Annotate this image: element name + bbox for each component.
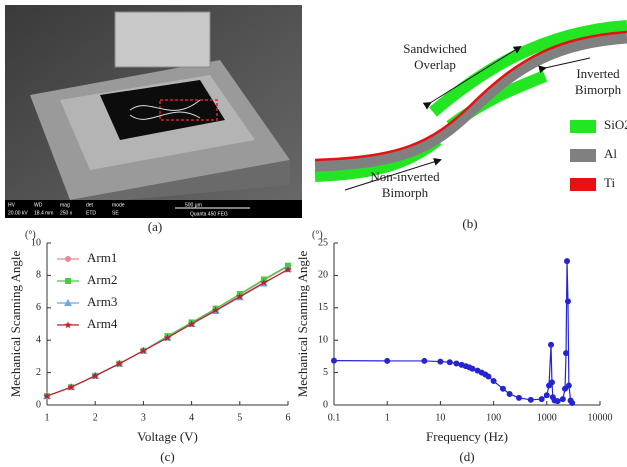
x-tick-label: 0.1 [328,412,341,423]
x-tick-label: 1 [385,412,390,423]
data-point [485,373,491,379]
data-point [548,342,554,348]
data-point [384,358,390,364]
series-line [47,270,288,396]
legend-swatch [570,178,596,191]
data-point [453,361,459,367]
y-tick-label: 5 [323,367,328,378]
y-tick-label: 15 [318,302,328,313]
y-tick-label: 4 [36,334,41,345]
y-tick-label: 10 [318,334,328,345]
sem-info-name: HV [8,202,16,208]
legend-label: Ti [604,175,615,190]
panel-label: (a) [148,219,162,234]
data-point [569,400,575,406]
sem-info-value: 20.00 kV [8,210,28,216]
x-axis-label: Frequency (Hz) [426,429,508,444]
data-point [563,350,569,356]
legend-label: Arm2 [87,272,117,287]
legend-marker [65,278,71,284]
legend-label: SiO2 [604,117,627,132]
data-point [528,397,534,403]
x-tick-label: 5 [237,412,242,423]
data-point [507,391,513,397]
diagram-legend: SiO2 Al Ti [570,117,627,191]
y-axis-unit: (°) [312,229,323,240]
legend-swatch [570,120,596,133]
legend-swatch [570,149,596,162]
data-point [549,379,555,385]
series-line [47,266,288,396]
panel-label: (d) [459,449,474,464]
data-point [447,359,453,365]
x-tick-label: 1 [45,412,50,423]
sem-instrument: Quanta 450 FEG [190,211,228,217]
sem-scale: 500 µm [185,202,202,208]
series-line [334,261,572,403]
y-axis-unit: (°) [25,229,36,240]
y-tick-label: 6 [36,302,41,313]
x-tick-label: 3 [141,412,146,423]
data-point [560,396,566,402]
data-point [421,358,427,364]
y-axis-label: Mechanical Scanning Angle [295,250,310,397]
y-tick-label: 0 [323,399,328,410]
sem-info-value: SE [112,210,119,216]
panel-label: (c) [160,449,174,464]
data-point [539,396,545,402]
sem-info-name: det [86,202,94,208]
y-tick-label: 0 [36,399,41,410]
legend-marker [65,256,71,262]
sem-info-value: ETD [86,210,96,216]
data-point [565,298,571,304]
data-point [469,366,475,372]
data-point [564,258,570,264]
panel-label: (b) [462,216,477,231]
legend-label: Arm3 [87,294,117,309]
x-tick-label: 10000 [588,412,613,423]
sem-image [5,5,302,218]
y-tick-label: 2 [36,367,41,378]
x-tick-label: 10 [435,412,445,423]
legend-label: Arm1 [87,250,117,265]
x-tick-label: 6 [286,412,291,423]
data-point [437,359,443,365]
sem-info-value: 18.4 mm [34,210,53,216]
legend-label: Arm4 [87,316,118,331]
data-point [555,398,561,404]
data-point [500,386,506,392]
series-line [47,266,288,396]
x-tick-label: 4 [189,412,194,423]
legend-marker [64,321,72,328]
data-point [516,395,522,401]
legend-label: Al [604,146,617,161]
data-point [566,383,572,389]
sem-info-value: 250 x [60,210,73,216]
y-axis-label: Mechanical Scanning Angle [8,250,23,397]
data-point [491,378,497,384]
bimorph-diagram [315,26,627,190]
sem-info-name: mag [60,202,70,208]
x-tick-label: 2 [93,412,98,423]
y-tick-label: 8 [36,270,41,281]
sem-info-name: WD [34,202,43,208]
x-axis-label: Voltage (V) [137,429,198,444]
figure: HV20.00 kVWD18.4 mmmag250 xdetETDmodeSE … [0,0,627,467]
data-point [544,392,550,398]
x-tick-label: 1000 [537,412,557,423]
x-tick-label: 100 [486,412,501,423]
sem-info-name: mode [112,202,125,208]
y-tick-label: 20 [318,270,328,281]
data-point [331,358,337,364]
